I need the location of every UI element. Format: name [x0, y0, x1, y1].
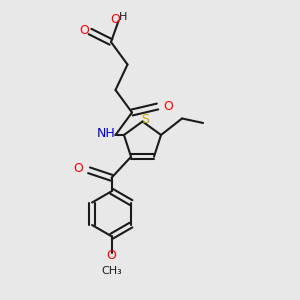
Text: O: O [73, 162, 83, 175]
Text: S: S [142, 113, 149, 127]
Text: O: O [106, 249, 116, 262]
Text: O: O [111, 13, 120, 26]
Text: O: O [164, 100, 173, 113]
Text: CH₃: CH₃ [101, 266, 122, 276]
Text: O: O [79, 23, 89, 37]
Text: NH: NH [97, 127, 116, 140]
Text: H: H [119, 11, 127, 22]
